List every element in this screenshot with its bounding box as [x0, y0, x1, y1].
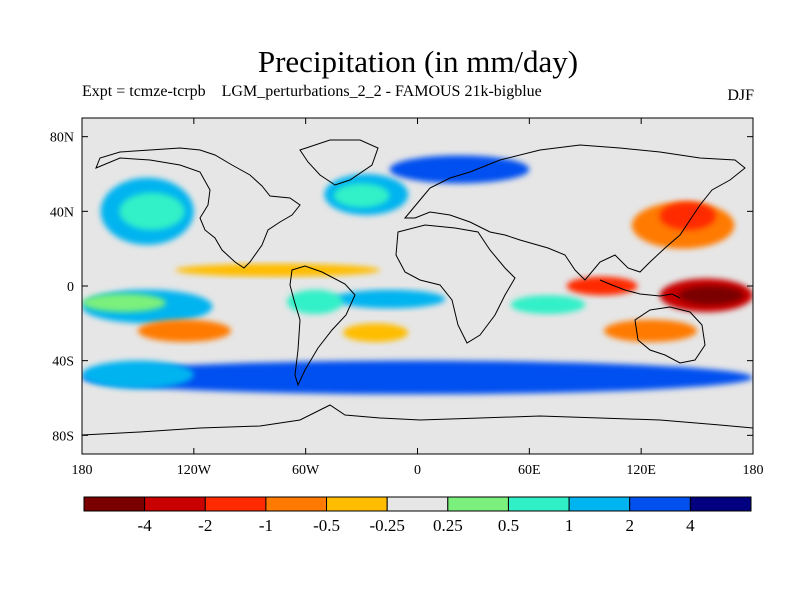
colorbar-swatch-8 [568, 496, 631, 512]
colorbar-label-1: -2 [198, 516, 212, 535]
anomaly-region-20 [603, 319, 698, 342]
experiment-label: Expt = tcmze-tcrpb [82, 83, 206, 100]
colorbar-swatch-6 [447, 496, 509, 512]
anomaly-regions [82, 155, 753, 395]
colorbar-label-7: 1 [565, 516, 574, 535]
y-tick-label-4: 80S [52, 429, 74, 444]
colorbar-label-2: -1 [259, 516, 273, 535]
y-tick-label-0: 80N [50, 131, 74, 146]
anomaly-region-8 [287, 289, 343, 314]
x-tick-label-2: 60W [292, 463, 320, 478]
coastline-south-america [289, 265, 356, 387]
anomaly-region-10 [82, 360, 753, 395]
anomaly-region-13 [678, 286, 744, 305]
run-description: LGM_perturbations_2_2 - FAMOUS 21k-bigbl… [221, 83, 542, 100]
colorbar-swatch-0 [83, 496, 146, 512]
anomaly-region-17 [137, 319, 232, 342]
anomaly-region-1 [119, 192, 185, 230]
colorbar-swatch-10 [689, 496, 752, 512]
anomaly-region-18 [342, 323, 409, 342]
colorbar: -4 -2 -1 -0.5 -0.25 0.25 0.5 1 2 4 [83, 496, 752, 535]
anomaly-region-9 [510, 295, 586, 314]
coastline-north-america [95, 147, 301, 269]
colorbar-label-3: -0.5 [313, 516, 340, 535]
colorbar-swatch-9 [629, 496, 691, 512]
colorbar-swatch-7 [507, 496, 570, 512]
colorbar-label-5: 0.25 [433, 516, 463, 535]
anomaly-region-11 [82, 360, 194, 389]
axis-ticks: 180 120W 60W 0 60E 120E 180 80N 40N 0 40S 80S [50, 118, 764, 478]
coastline-eurasia [403, 144, 746, 281]
y-tick-label-1: 40N [50, 205, 74, 220]
y-tick-label-2: 0 [67, 280, 74, 295]
coastline-africa [395, 224, 516, 344]
colorbar-swatch-1 [144, 496, 206, 512]
colorbar-label-4: -0.25 [369, 516, 404, 535]
anomaly-region-16 [566, 276, 638, 296]
x-tick-label-6: 180 [743, 463, 764, 478]
x-tick-label-4: 60E [518, 463, 541, 478]
coastlines [82, 139, 753, 436]
anomaly-region-7 [333, 289, 446, 309]
anomaly-region-5 [333, 183, 390, 208]
colorbar-label-9: 4 [686, 516, 695, 535]
coastline-australia [634, 306, 706, 364]
colorbar-label-8: 2 [625, 516, 634, 535]
colorbar-label-0: -4 [138, 516, 153, 535]
chart-subtitle: Expt = tcmze-tcrpb LGM_perturbations_2_2… [82, 82, 542, 102]
colorbar-swatch-5 [386, 496, 449, 512]
y-tick-label-3: 40S [52, 355, 74, 370]
anomaly-region-15 [659, 202, 716, 230]
x-tick-label-3: 0 [414, 463, 421, 478]
coastline-maritime-continent [599, 279, 681, 299]
colorbar-swatch-2 [204, 496, 267, 512]
x-tick-label-5: 120E [626, 463, 656, 478]
colorbar-swatch-3 [265, 496, 328, 512]
anomaly-region-3 [82, 293, 166, 313]
chart-title: Precipitation (in mm/day) [257, 44, 579, 79]
coastline-greenland [299, 139, 379, 186]
x-tick-label-0: 180 [72, 463, 93, 478]
anomaly-region-6 [389, 155, 530, 184]
x-tick-label-1: 120W [177, 463, 212, 478]
season-label: DJF [727, 87, 754, 104]
colorbar-label-6: 0.5 [498, 516, 519, 535]
coastline-antarctica [82, 404, 753, 436]
colorbar-swatch-4 [326, 496, 388, 512]
anomaly-region-19 [175, 263, 381, 277]
